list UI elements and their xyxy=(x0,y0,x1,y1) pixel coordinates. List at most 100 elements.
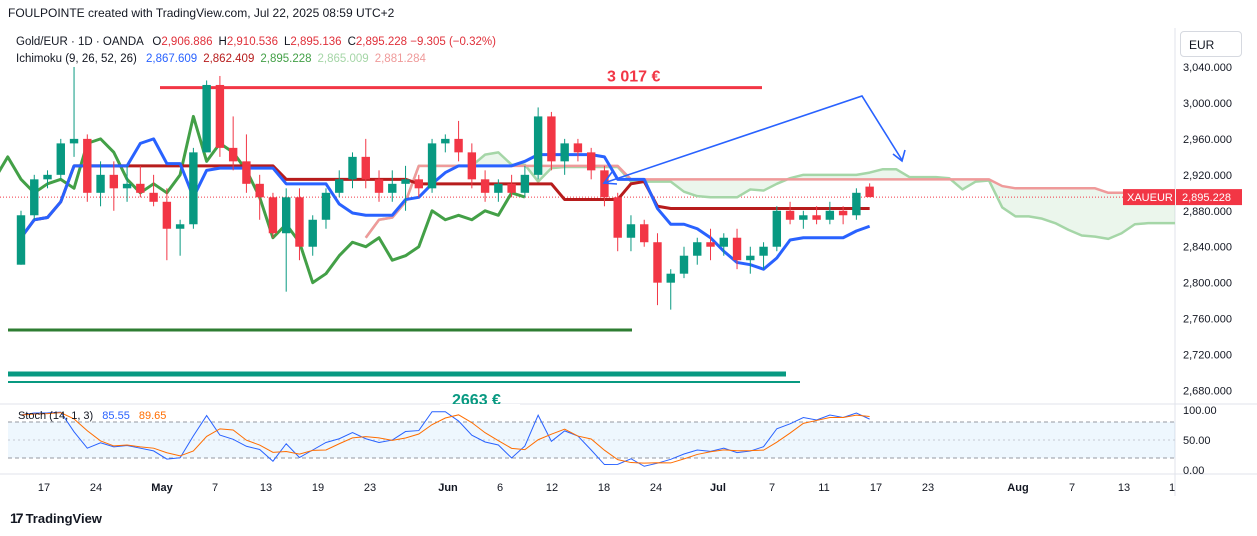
candle-body xyxy=(295,197,304,247)
price-change: −9.305 (−0.32%) xyxy=(410,36,496,48)
candle-body xyxy=(640,224,649,243)
candle-body xyxy=(838,210,848,216)
time-tick-label: 7 xyxy=(212,482,218,494)
price-tick-label: 2,960.000 xyxy=(1183,134,1232,146)
symbol-tag-label: XAUEUR xyxy=(1127,192,1173,204)
candle-body xyxy=(268,197,278,234)
stoch-d-value: 89.65 xyxy=(138,410,167,422)
candle-body xyxy=(653,242,662,283)
ohlc-value-h: 2,910.536 xyxy=(226,36,278,48)
candle-body xyxy=(136,183,145,193)
arrow-head-left xyxy=(602,171,618,185)
time-tick-label: 18 xyxy=(598,482,610,494)
chikou-span-line xyxy=(0,114,526,285)
candle-body xyxy=(679,255,689,274)
candle-body xyxy=(799,215,808,220)
chart-header-title: FOULPOINTE created with TradingView.com,… xyxy=(8,6,395,20)
time-tick-label: Aug xyxy=(1007,482,1028,494)
candle-body xyxy=(533,116,543,175)
time-tick-label: 13 xyxy=(1118,482,1130,494)
time-tick-label: 24 xyxy=(90,482,102,494)
candle-body xyxy=(255,183,264,198)
trend-arrows xyxy=(602,95,906,185)
support-resistance-levels: 3 017 €2663 € xyxy=(0,69,1175,410)
time-tick-label: Jun xyxy=(438,482,458,494)
candle-body xyxy=(480,179,490,193)
candle-body xyxy=(454,138,463,153)
time-tick-label: 6 xyxy=(497,482,503,494)
candle-body xyxy=(361,156,370,180)
stoch-legend[interactable]: Stoch (14, 1, 3) 85.55 89.65 xyxy=(18,410,166,422)
ohlc-values: O2,906.886 H2,910.536 L2,895.136 C2,895.228 xyxy=(146,36,410,48)
symbol-name[interactable]: Gold/EUR · 1D · OANDA xyxy=(16,36,144,48)
price-axis: 3,040.000 3,000.000 2,960.000 2,920.000 2,88… xyxy=(1123,62,1242,398)
price-grid xyxy=(0,28,1257,496)
time-tick-label: May xyxy=(151,482,173,494)
candle-body xyxy=(573,143,583,153)
time-tick-label: 7 xyxy=(769,482,775,494)
candle-body xyxy=(308,219,317,247)
tenkan-sen-line xyxy=(19,137,871,271)
tradingview-footer[interactable]: 17 TradingView xyxy=(10,510,102,526)
stochastic-panel: 100.00 50.00 0.00 xyxy=(8,405,1217,477)
ohlc-value-l: 2,895.136 xyxy=(290,36,342,48)
ichimoku-legend[interactable]: Ichimoku (9, 26, 52, 26) 2,867.609 2,862.… xyxy=(16,53,426,65)
candle-body xyxy=(785,210,795,220)
time-tick-label: 17 xyxy=(870,482,882,494)
time-tick-label: 7 xyxy=(1069,482,1075,494)
candle-body xyxy=(215,84,225,148)
candle-body xyxy=(69,138,79,144)
ohlc-value-c: 2,895.228 xyxy=(355,36,408,48)
candle-body xyxy=(812,215,821,220)
time-tick-label: 13 xyxy=(260,482,272,494)
resistance-label: 3 017 € xyxy=(607,69,660,86)
candle-body xyxy=(43,174,52,180)
time-tick-label: 11 xyxy=(818,482,829,494)
ohlc-key-h: H xyxy=(218,36,227,48)
price-tick-label: 2,880.000 xyxy=(1183,206,1232,218)
candle-body xyxy=(719,237,728,247)
price-tick-label: 2,840.000 xyxy=(1183,242,1232,254)
time-tick-label: 12 xyxy=(546,482,558,494)
price-tick-label: 2,920.000 xyxy=(1183,170,1232,182)
candle-body xyxy=(706,242,715,247)
ichimoku-label: Ichimoku (9, 26, 52, 26) xyxy=(16,53,137,65)
candle-body xyxy=(30,179,39,216)
price-tick-label: 2,760.000 xyxy=(1183,314,1232,326)
candle-body xyxy=(427,143,437,189)
price-tick-label: 3,000.000 xyxy=(1183,98,1232,110)
candle-body xyxy=(666,273,675,283)
candle-body xyxy=(626,224,636,238)
candle-body xyxy=(321,192,331,220)
candle-body xyxy=(494,183,503,193)
price-tag-value: 2,895.228 xyxy=(1182,192,1231,204)
candle-body xyxy=(16,215,26,265)
ohlc-key-c: C xyxy=(347,36,356,48)
candle-body xyxy=(759,246,768,256)
candle-body xyxy=(335,179,344,193)
ichimoku-value-1: 2,862.409 xyxy=(203,53,255,65)
ohlc-key-o: O xyxy=(152,36,162,48)
candle-body xyxy=(852,192,861,216)
time-tick-label: 19 xyxy=(312,482,324,494)
currency-selector[interactable]: EUR xyxy=(1180,31,1242,57)
ichimoku-value-4: 2,881.284 xyxy=(374,53,426,65)
candle-body xyxy=(586,152,596,171)
candle-body xyxy=(401,179,410,184)
ichimoku-values: 2,867.609 2,862.409 2,895.228 2,865.009 2,88… xyxy=(140,53,426,65)
time-tick-label: 1 xyxy=(1169,482,1175,494)
candle-body xyxy=(414,179,423,189)
ichimoku-lines xyxy=(0,114,1175,285)
ohlc-value-o: 2,906.886 xyxy=(161,36,213,48)
candle-body xyxy=(202,84,211,153)
tradingview-brand: TradingView xyxy=(25,510,102,526)
cloud-fill xyxy=(365,152,1175,239)
support-label-mask xyxy=(440,404,520,410)
candle-body xyxy=(732,237,742,261)
candle-body xyxy=(693,242,702,256)
kijun-sen-line xyxy=(19,164,870,239)
candle-body xyxy=(746,255,755,261)
candle-body xyxy=(348,156,357,180)
stoch-tick-label: 100.00 xyxy=(1183,405,1217,417)
